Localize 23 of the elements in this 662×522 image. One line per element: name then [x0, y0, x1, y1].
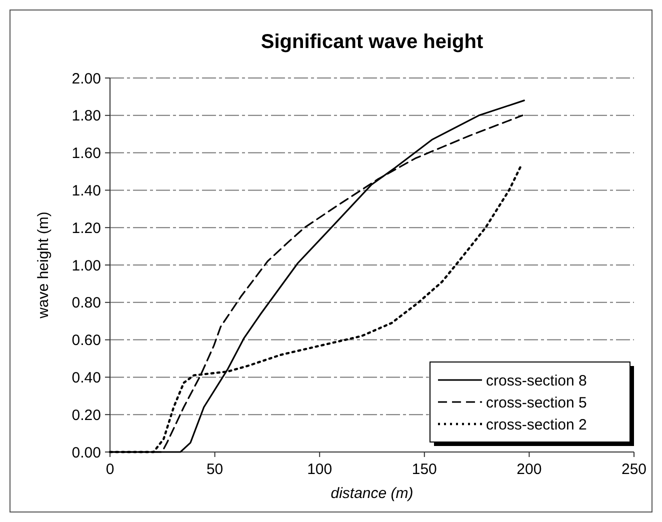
y-tick-label: 0.00	[72, 444, 101, 462]
x-tick-label: 50	[206, 461, 224, 478]
legend-label: cross-section 8	[486, 372, 587, 390]
x-tick-label: 150	[412, 461, 437, 478]
x-tick-label: 0	[106, 461, 114, 478]
y-tick-label: 0.40	[72, 369, 101, 386]
chart-title: Significant wave height	[260, 31, 484, 53]
x-tick-label: 100	[307, 461, 332, 478]
x-tick-label: 250	[621, 461, 647, 478]
legend-label: cross-section 2	[486, 416, 587, 434]
y-tick-label: 0.60	[72, 332, 101, 350]
y-tick-label: 1.00	[72, 257, 101, 274]
y-tick-label: 0.20	[72, 406, 101, 424]
y-tick-label: 1.40	[72, 182, 101, 200]
y-tick-label: 2.00	[72, 70, 101, 88]
x-tick-label: 200	[516, 461, 542, 478]
y-axis-title: wave height (m)	[35, 212, 52, 320]
x-axis-title: distance (m)	[330, 485, 414, 502]
legend-label: cross-section 5	[486, 394, 587, 412]
y-tick-label: 1.20	[72, 220, 101, 237]
y-tick-label: 0.80	[72, 294, 101, 312]
y-tick-label: 1.80	[72, 108, 101, 125]
y-tick-label: 1.60	[72, 145, 101, 162]
